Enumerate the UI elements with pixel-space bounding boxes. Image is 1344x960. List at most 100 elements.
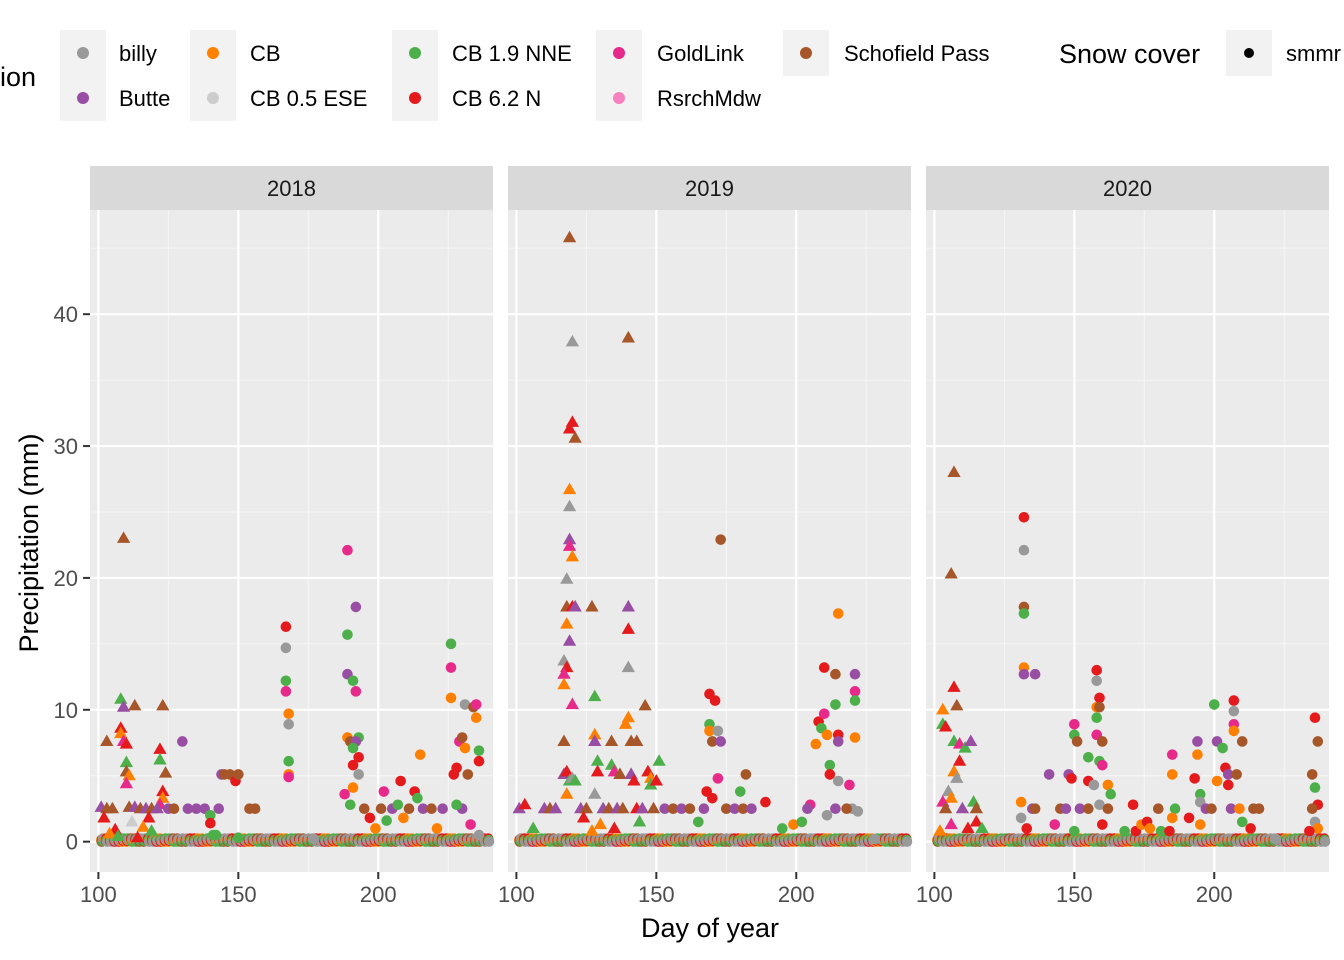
- data-point-cb: [557, 677, 571, 690]
- data-point-billy: [280, 642, 292, 654]
- x-tick-label: 200: [778, 882, 815, 907]
- data-point-schofield-pass: [646, 801, 661, 814]
- data-point-cb-1-9-nne: [344, 799, 356, 811]
- data-point-butte: [1222, 769, 1234, 780]
- data-point-schofield-pass: [1231, 769, 1242, 780]
- legend-label-cb-6-2-n: CB 6.2 N: [452, 86, 541, 111]
- data-point-cb-6-2-n: [156, 784, 170, 797]
- strip-2018: [90, 166, 493, 210]
- x-tick-label: 150: [1056, 882, 1093, 907]
- data-point-schofield-pass: [684, 803, 696, 815]
- data-point-schofield-pass: [947, 465, 961, 477]
- data-point-cb-6-2-n: [562, 421, 577, 434]
- data-point-cb-1-9-nne: [776, 823, 788, 834]
- data-point-schofield-pass: [638, 698, 652, 711]
- data-point-cb-6-2-n: [395, 775, 406, 787]
- data-point-cb: [821, 729, 833, 741]
- data-point-butte: [191, 803, 202, 815]
- data-point-butte: [562, 634, 577, 646]
- data-point-cb-1-9-nne: [119, 755, 134, 768]
- data-point-cb-6-2-n: [1127, 799, 1139, 811]
- data-point-cb-1-9-nne: [1309, 782, 1321, 793]
- data-point-schofield-pass: [715, 534, 726, 545]
- y-tick-label: 0: [66, 830, 78, 855]
- data-point-cb-6-2-n: [649, 774, 663, 786]
- data-point-schofield-pass: [667, 803, 679, 815]
- data-point-goldlink: [465, 819, 476, 830]
- data-point-cb-1-9-nne: [830, 699, 841, 710]
- y-tick-label: 40: [54, 302, 78, 327]
- data-point-cb-6-2-n: [1094, 692, 1105, 704]
- data-point-cb: [593, 817, 608, 830]
- data-point-billy: [588, 787, 602, 799]
- data-point-schofield-pass: [1206, 803, 1217, 815]
- data-point-cb: [585, 824, 599, 836]
- data-point-cb: [936, 702, 950, 715]
- data-point-goldlink: [557, 667, 571, 679]
- data-point-cb: [621, 710, 635, 723]
- data-point-butte: [182, 803, 194, 815]
- data-point-cb: [1234, 803, 1245, 815]
- data-point-cb-6-2-n: [709, 695, 721, 706]
- data-point-schofield-pass: [156, 698, 170, 711]
- data-point-cb-1-9-nne: [412, 792, 423, 804]
- data-point-goldlink: [470, 699, 482, 710]
- data-point-butte: [562, 532, 577, 545]
- data-point-cb-1-9-nne: [1119, 825, 1131, 837]
- data-point-cb-1-9-nne: [1091, 712, 1103, 724]
- data-point-cb-1-9-nne: [347, 742, 359, 754]
- plot-background-2019: [508, 210, 911, 872]
- legend-symbol-butte: [77, 92, 89, 104]
- data-point-schofield-pass: [1312, 736, 1324, 747]
- data-point-cb-6-2-n: [607, 821, 621, 834]
- data-point-cb-6-2-n: [1222, 779, 1234, 791]
- data-point-cb: [832, 608, 844, 619]
- data-point-cb: [136, 820, 150, 832]
- data-point-cb-6-2-n: [590, 764, 605, 777]
- data-point-schofield-pass: [1253, 803, 1265, 815]
- data-point-butte: [548, 801, 563, 814]
- data-point-schofield-pass: [602, 801, 616, 814]
- data-point-cb-6-2-n: [1228, 695, 1240, 706]
- data-point-schofield-pass: [621, 330, 635, 343]
- data-point-goldlink: [378, 786, 390, 797]
- x-tick-label: 150: [638, 882, 675, 907]
- data-point-cb-6-2-n: [1304, 825, 1315, 837]
- data-point-butte: [116, 700, 131, 712]
- data-point-schofield-pass: [944, 566, 958, 579]
- data-point-cb-1-9-nne: [451, 799, 462, 811]
- data-point-schofield-pass: [1152, 803, 1164, 815]
- data-point-billy: [832, 775, 844, 787]
- data-point-cb: [704, 725, 715, 737]
- x-tick-label: 200: [1196, 882, 1233, 907]
- data-point-schofield-pass: [249, 803, 261, 815]
- data-point-butte: [746, 803, 757, 815]
- data-point-cb-6-2-n: [818, 662, 830, 673]
- data-point-cb: [102, 826, 117, 839]
- data-point-cb-6-2-n: [353, 751, 364, 763]
- data-point-billy: [712, 725, 724, 737]
- facet-panels: 2018 100 150 200 0 10 20 30 40 2019 100 150 200 2020 1…: [54, 166, 1331, 907]
- data-point-butte: [437, 803, 448, 815]
- data-point-cb-6-2-n: [1091, 664, 1103, 676]
- data-point-billy: [459, 699, 471, 710]
- x-tick-label: 100: [498, 882, 535, 907]
- data-point-cb-6-2-n: [824, 769, 836, 780]
- y-tick-label: 30: [54, 434, 78, 459]
- data-point-billy: [562, 499, 577, 512]
- data-point-schofield-pass: [841, 803, 852, 815]
- strip-label-2018: 2018: [267, 176, 316, 201]
- data-point-schofield-pass: [116, 531, 131, 543]
- data-point-cb-1-9-nne: [144, 824, 159, 836]
- legend-symbol-cb-1-9-nne: [409, 47, 421, 59]
- legend-symbol-rsrchmdw: [613, 92, 625, 104]
- data-point-cb: [1144, 823, 1156, 834]
- data-point-cb: [431, 823, 443, 834]
- data-point-butte: [832, 736, 844, 747]
- data-point-cb-1-9-nne: [1105, 788, 1117, 800]
- data-point-cb: [347, 782, 359, 793]
- data-point-cb-1-9-nne: [526, 821, 540, 834]
- data-point-cb-1-9-nne: [1236, 816, 1248, 828]
- data-point-cb-1-9-nne: [568, 774, 582, 786]
- data-point-schofield-pass: [740, 769, 752, 780]
